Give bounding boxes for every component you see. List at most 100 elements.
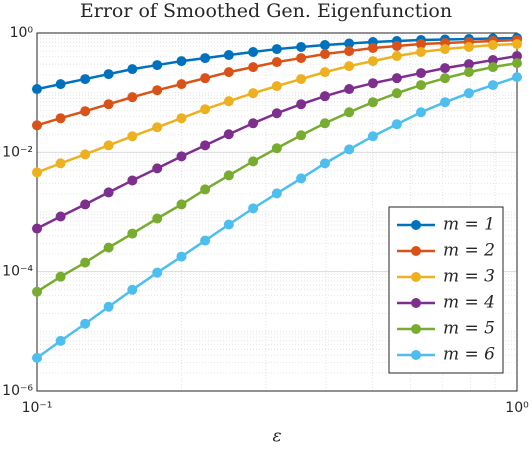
data-point	[296, 130, 307, 141]
data-point	[344, 38, 355, 49]
data-point	[127, 284, 138, 295]
data-point	[103, 242, 114, 253]
legend-marker	[411, 350, 421, 360]
data-point	[80, 149, 91, 160]
data-point	[512, 51, 522, 62]
data-point	[367, 78, 378, 89]
data-point	[32, 167, 42, 178]
data-point	[319, 49, 330, 60]
data-point	[55, 158, 66, 169]
data-point	[200, 140, 211, 151]
legend-label: m = 2	[443, 241, 495, 261]
data-point	[152, 85, 163, 96]
data-point	[512, 72, 522, 83]
y-tick-label: 10⁻²	[2, 144, 33, 160]
data-point	[200, 104, 211, 115]
data-point	[319, 40, 330, 51]
data-point	[296, 53, 307, 64]
data-point	[271, 188, 282, 199]
legend-label: m = 1	[443, 215, 495, 235]
data-point	[416, 107, 427, 118]
data-point	[248, 88, 259, 99]
y-tick-label: 10⁻⁴	[2, 264, 33, 280]
data-point	[176, 56, 187, 67]
legend-label: m = 6	[443, 345, 495, 365]
data-point	[103, 301, 114, 312]
data-point	[296, 173, 307, 184]
data-point	[103, 187, 114, 198]
data-point	[248, 62, 259, 73]
data-point	[127, 228, 138, 239]
data-point	[152, 163, 163, 174]
data-point	[176, 79, 187, 90]
data-point	[103, 69, 114, 80]
data-point	[32, 84, 42, 95]
data-point	[319, 91, 330, 102]
data-point	[152, 213, 163, 224]
legend-label: m = 3	[443, 267, 495, 287]
data-point	[512, 39, 522, 50]
legend-marker	[411, 324, 421, 334]
data-point	[271, 108, 282, 119]
data-point	[127, 175, 138, 186]
data-point	[416, 39, 427, 50]
data-point	[223, 170, 234, 181]
data-point	[32, 223, 42, 234]
data-point	[223, 96, 234, 107]
data-point	[344, 144, 355, 155]
data-point	[271, 44, 282, 55]
data-point	[487, 55, 498, 66]
x-axis-label: ε	[272, 427, 281, 447]
data-point	[487, 62, 498, 73]
data-point	[80, 199, 91, 210]
data-point	[176, 151, 187, 162]
data-point	[223, 67, 234, 78]
data-point	[487, 40, 498, 51]
data-point	[127, 131, 138, 142]
legend-label: m = 4	[443, 293, 495, 313]
y-tick-label: 10⁰	[10, 25, 34, 41]
data-point	[391, 119, 402, 130]
data-point	[391, 73, 402, 84]
data-point	[55, 79, 66, 90]
legend-marker	[411, 272, 421, 282]
data-point	[80, 257, 91, 268]
legend-label: m = 5	[443, 319, 495, 339]
data-point	[416, 68, 427, 79]
data-point	[32, 352, 42, 363]
data-point	[367, 131, 378, 142]
data-point	[176, 199, 187, 210]
data-point	[440, 73, 451, 84]
data-point	[127, 92, 138, 103]
legend-marker	[411, 246, 421, 256]
chart-title: Error of Smoothed Gen. Eigenfunction	[80, 0, 452, 22]
data-point	[80, 74, 91, 85]
data-point	[200, 184, 211, 195]
plot-frame	[36, 32, 518, 392]
data-point	[416, 47, 427, 58]
data-point	[319, 67, 330, 78]
data-point	[296, 99, 307, 110]
data-point	[248, 47, 259, 58]
data-point	[440, 97, 451, 108]
data-point	[248, 118, 259, 129]
data-point	[367, 97, 378, 108]
y-tick-label: 10⁻⁶	[2, 383, 33, 399]
data-point	[440, 44, 451, 55]
x-tick-label: 10⁻¹	[22, 400, 53, 416]
data-point	[200, 235, 211, 246]
data-point	[55, 271, 66, 282]
data-point	[367, 56, 378, 67]
data-point	[367, 43, 378, 54]
data-point	[176, 113, 187, 124]
data-point	[127, 64, 138, 75]
data-point	[344, 84, 355, 95]
data-point	[319, 158, 330, 169]
data-point	[463, 59, 474, 70]
legend-marker	[411, 220, 421, 230]
data-point	[103, 99, 114, 110]
data-point	[271, 81, 282, 92]
data-point	[391, 41, 402, 52]
data-point	[319, 118, 330, 129]
data-point	[512, 58, 522, 69]
